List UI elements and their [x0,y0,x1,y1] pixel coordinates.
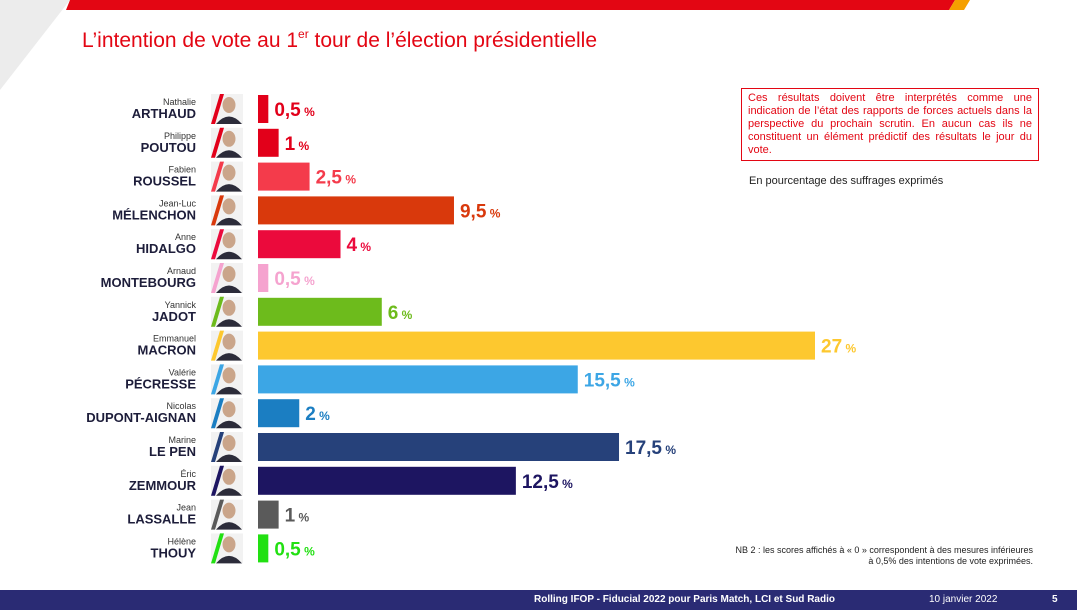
footer-bar: Rolling IFOP - Fiducial 2022 pour Paris … [0,590,1077,610]
candidate-photo [211,465,243,496]
data-label: 27 % [821,337,856,358]
data-label: 6 % [388,303,413,324]
bar [258,331,815,360]
data-label: 0,5 % [274,100,315,121]
data-label: 2 % [305,404,330,425]
bar [258,500,279,529]
candidate-photo [211,432,243,462]
candidate-photo [211,229,243,260]
candidate-first-name: Yannick [165,300,197,310]
candidate-photo [211,94,243,124]
data-label: 0,5 % [274,539,315,560]
candidate-first-name: Nathalie [163,97,196,107]
candidate-photo [211,364,243,395]
bar [258,196,454,225]
candidate-first-name: Fabien [168,165,196,175]
data-label: 2,5 % [316,168,357,189]
candidate-photo [211,263,243,293]
candidate-last-name: MONTEBOURG [101,275,196,290]
candidate-last-name: LE PEN [149,444,196,459]
bar [258,162,310,191]
bar [258,297,382,326]
candidate-photo [211,499,243,530]
page-title: L’intention de vote au 1er tour de l’éle… [82,27,598,52]
bar [258,534,269,563]
candidate-first-name: Arnaud [167,266,196,276]
top-accent-bar [66,0,970,10]
candidate-last-name: JADOT [152,309,196,324]
data-label: 0,5 % [274,269,315,290]
candidate-first-name: Valérie [169,367,196,377]
candidate-photo [211,398,243,429]
bar [258,365,578,394]
data-label: 12,5 % [522,472,573,493]
candidate-photo [211,296,243,327]
nb-note: NB 2 : les scores affichés à « 0 » corre… [735,545,1034,566]
candidate-first-name: Jean-Luc [159,198,197,208]
bar [258,433,620,461]
bar [258,230,341,259]
candidate-photo [211,161,243,192]
candidate-last-name: ARTHAUD [132,106,196,121]
footer-source: Rolling IFOP - Fiducial 2022 pour Paris … [534,594,835,605]
candidate-first-name: Nicolas [166,401,196,411]
data-label: 1 % [285,506,310,527]
candidate-first-name: Marine [168,435,196,445]
data-label: 9,5 % [460,201,501,222]
bar [258,95,269,123]
corner-decoration [0,0,70,90]
candidate-first-name: Jean [176,503,196,513]
candidate-photo [211,533,243,564]
candidate-last-name: THOUY [151,545,197,560]
data-label: 17,5 % [625,438,676,459]
candidate-first-name: Éric [181,469,197,479]
candidate-photo [211,195,243,226]
bar [258,264,269,292]
candidate-last-name: PÉCRESSE [125,376,196,391]
candidate-first-name: Emmanuel [153,334,196,344]
page-number: 5 [1052,594,1058,605]
bar [258,128,279,157]
candidate-last-name: MÉLENCHON [112,207,196,222]
candidate-last-name: MACRON [138,343,197,358]
disclaimer-box: Ces résultats doivent être interprétés c… [741,88,1039,161]
candidate-last-name: POUTOU [141,140,196,155]
footer-date: 10 janvier 2022 [929,594,998,605]
candidate-photo [211,330,243,361]
bar [258,399,300,428]
bar [258,466,516,495]
candidate-photo [211,127,243,158]
data-label: 4 % [347,235,372,256]
candidate-last-name: DUPONT-AIGNAN [86,410,196,425]
unit-note: En pourcentage des suffrages exprimés [749,175,944,187]
candidate-last-name: HIDALGO [136,241,196,256]
candidate-last-name: ZEMMOUR [129,478,197,493]
candidate-first-name: Philippe [164,131,196,141]
candidate-last-name: ROUSSEL [133,174,196,189]
data-label: 1 % [285,134,310,155]
candidate-first-name: Anne [175,232,196,242]
data-label: 15,5 % [584,370,635,391]
candidate-last-name: LASSALLE [127,512,196,527]
candidate-first-name: Hélène [167,536,196,546]
